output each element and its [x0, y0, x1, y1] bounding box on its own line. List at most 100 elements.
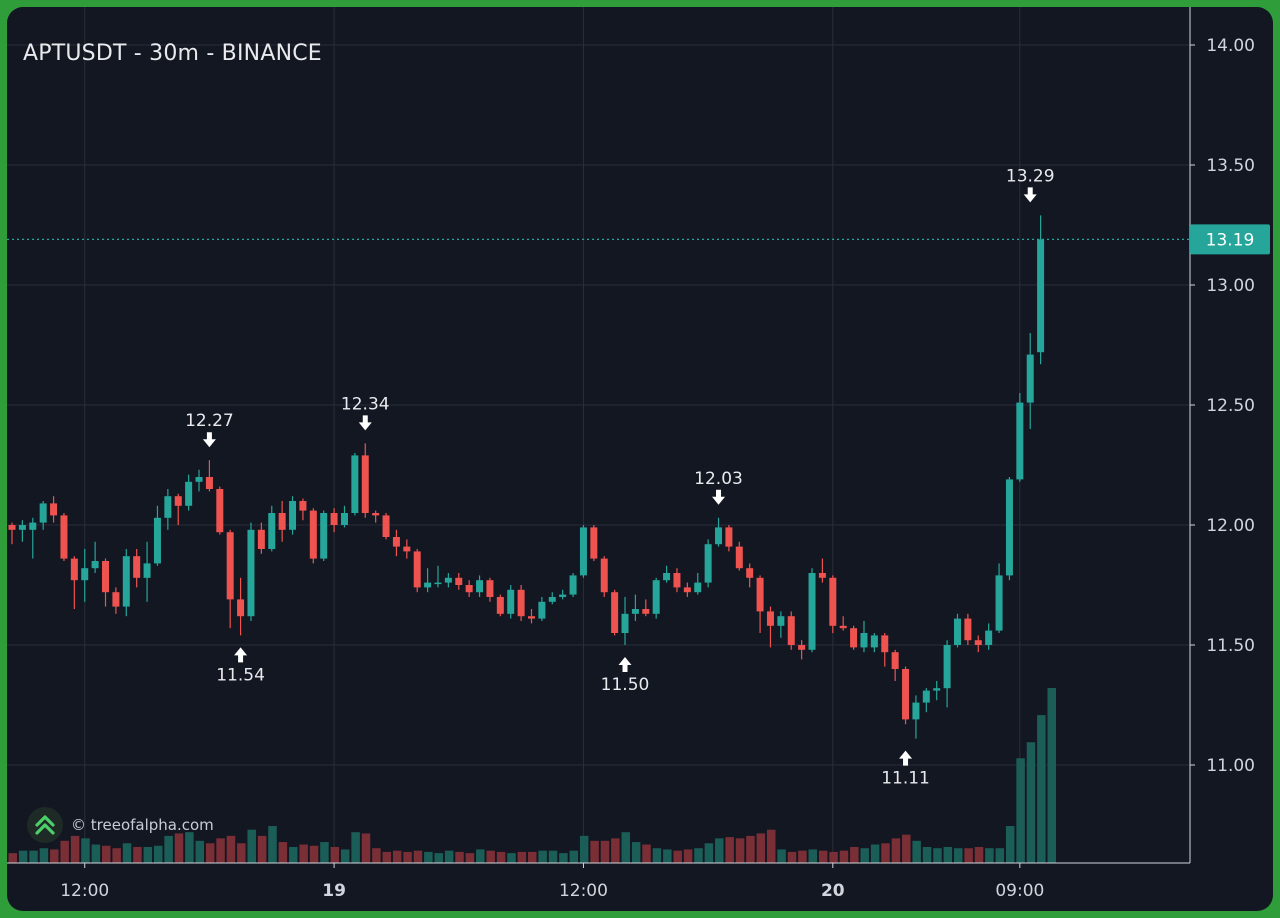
volume-bar	[548, 850, 558, 863]
volume-bar	[164, 835, 173, 863]
volume-bar	[434, 853, 443, 863]
candle-body	[309, 510, 317, 559]
candle-body	[133, 556, 141, 578]
volume-bar	[309, 845, 319, 863]
volume-bar	[538, 850, 547, 863]
candle-body	[683, 587, 691, 593]
chart-frame: 12.27 11.54 12.34 11.50 12.03 11.11 13.29 14.0…	[7, 7, 1273, 911]
volume-bar	[8, 853, 17, 863]
annotation-label: 12.27	[185, 411, 234, 431]
volume-bar	[29, 850, 38, 863]
candle-body	[995, 575, 1003, 631]
volume-bar	[1037, 715, 1046, 863]
candle-body	[1037, 239, 1045, 353]
volume-bar	[81, 838, 90, 863]
y-tick-label: 14.00	[1206, 36, 1255, 56]
volume-bar	[995, 848, 1005, 863]
candle-body	[299, 501, 307, 511]
candle-body	[205, 477, 213, 489]
candle-body	[569, 575, 577, 595]
candle-body	[153, 517, 161, 564]
annotation-label: 13.29	[1006, 166, 1055, 186]
chart-title: APTUSDT - 30m - BINANCE	[23, 41, 322, 66]
candle-body	[891, 652, 899, 669]
candlestick-chart[interactable]: 12.27 11.54 12.34 11.50 12.03 11.11 13.29 14.0…	[7, 7, 1273, 911]
x-tick-label: 20	[821, 881, 845, 901]
volume-bar	[1047, 688, 1056, 863]
candle-body	[340, 513, 348, 525]
volume-bar	[257, 835, 267, 863]
candle-body	[91, 561, 99, 569]
volume-bar	[18, 850, 28, 863]
candle-body	[289, 501, 297, 530]
candle-body	[496, 597, 504, 614]
arrow-down-icon	[1023, 187, 1037, 203]
volume-bar	[424, 851, 433, 863]
volume-bar	[787, 851, 797, 863]
candle-body	[579, 527, 587, 576]
volume-bar	[808, 849, 818, 863]
candle-body	[392, 537, 400, 547]
candle-body	[870, 635, 878, 648]
volume-bar	[766, 829, 776, 863]
volume-bar	[922, 846, 932, 863]
y-tick-label: 12.50	[1206, 396, 1255, 416]
volume-bar	[891, 838, 901, 863]
candle-body	[787, 616, 795, 645]
candle-body	[424, 582, 432, 588]
y-tick-label: 12.00	[1206, 516, 1255, 536]
volume-bar	[289, 846, 298, 863]
volume-bar	[247, 829, 256, 863]
volume-bar	[268, 826, 277, 863]
annotation-label: 11.11	[881, 769, 930, 789]
arrow-down-icon	[358, 415, 372, 431]
candle-body	[195, 477, 203, 482]
candle-body	[226, 532, 234, 600]
candle-body	[330, 513, 338, 525]
volume-bar	[652, 848, 662, 863]
candle-body	[361, 455, 369, 513]
candle-body	[673, 573, 681, 588]
volume-bar	[455, 851, 464, 863]
volume-bar	[933, 848, 942, 863]
candle-body	[829, 577, 837, 626]
volume-bar	[153, 845, 163, 863]
candle-body	[403, 546, 411, 552]
candle-body	[517, 589, 525, 617]
volume-bar	[226, 835, 236, 863]
volume-bar	[299, 844, 308, 863]
candle-body	[476, 580, 484, 593]
candle-body	[818, 573, 826, 578]
volume-bar	[205, 843, 215, 863]
arrow-down-icon	[712, 489, 726, 505]
candle-body	[216, 489, 224, 533]
candle-body	[725, 527, 733, 547]
candle-body	[964, 618, 972, 641]
volume-bar	[943, 846, 953, 863]
x-tick-label: 19	[322, 881, 346, 901]
axes: 14.00 13.50 13.00 12.50 12.00 11.50 11.00 12:00…	[7, 7, 1270, 901]
volume-bar	[694, 848, 703, 863]
volume-bar	[392, 850, 402, 863]
candle-body	[766, 611, 774, 626]
volume-bar	[1026, 742, 1036, 863]
volume-bar	[413, 850, 423, 863]
candle-body	[8, 525, 16, 530]
candle-body	[1016, 402, 1024, 480]
candle-body	[102, 561, 110, 593]
volume-bar	[112, 848, 121, 863]
candle-body	[465, 585, 473, 593]
volume-bar	[444, 850, 454, 863]
candle-body	[881, 635, 889, 653]
volume-bar	[777, 849, 786, 863]
volume-bar	[216, 838, 225, 863]
candle-body	[548, 597, 556, 602]
volume-bar	[798, 850, 807, 863]
candle-body	[715, 527, 723, 545]
volume-bar	[590, 840, 599, 863]
candles	[8, 215, 1045, 739]
y-tick-label: 13.00	[1206, 276, 1255, 296]
annotation-label: 11.50	[601, 675, 650, 695]
volume-bar	[839, 850, 849, 863]
candle-body	[652, 580, 660, 614]
